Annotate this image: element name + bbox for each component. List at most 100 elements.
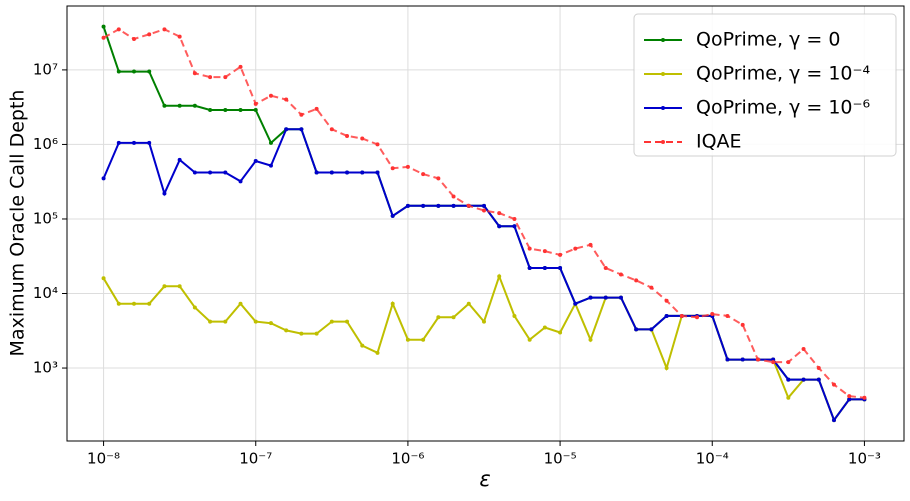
data-point [253, 101, 258, 106]
data-point [603, 295, 608, 300]
y-tick-label: 10³ [33, 359, 58, 377]
data-point [847, 397, 852, 402]
legend-marker [661, 38, 665, 42]
data-point [268, 163, 273, 168]
legend-box [633, 13, 897, 157]
data-point [116, 69, 121, 74]
data-point [345, 133, 350, 138]
data-point [603, 265, 608, 270]
data-point [421, 337, 426, 342]
data-point [132, 301, 137, 306]
data-point [801, 347, 806, 352]
data-point [192, 305, 197, 310]
legend-label: QoPrime, γ = 10⁻⁶ [696, 97, 870, 119]
data-point [740, 322, 745, 327]
data-point [786, 360, 791, 365]
x-axis-label: ε [479, 467, 490, 491]
data-point [147, 69, 152, 74]
data-point [679, 313, 684, 318]
data-point [618, 272, 623, 277]
data-point [466, 301, 471, 306]
data-point [649, 327, 654, 332]
data-point [481, 208, 486, 213]
data-point [147, 301, 152, 306]
data-point [436, 176, 441, 181]
data-point [360, 343, 365, 348]
data-point [223, 170, 228, 175]
x-tick-label: 10⁻⁸ [87, 450, 120, 468]
data-point [497, 274, 502, 279]
series-line [102, 128, 865, 423]
x-tick-label: 10⁻⁵ [544, 450, 577, 468]
data-point [162, 191, 167, 196]
data-point [299, 127, 304, 132]
data-point [664, 366, 669, 371]
x-tick-label: 10⁻⁴ [696, 450, 729, 468]
data-point [588, 337, 593, 342]
data-point [451, 203, 456, 208]
data-point [101, 276, 106, 281]
data-point [177, 103, 182, 108]
data-point [481, 203, 486, 208]
data-point [588, 295, 593, 300]
data-point [299, 331, 304, 336]
data-point [192, 170, 197, 175]
data-point [786, 377, 791, 382]
data-point [542, 265, 547, 270]
data-point [847, 394, 852, 399]
data-point [527, 246, 532, 251]
data-point [177, 34, 182, 39]
data-point [451, 194, 456, 199]
data-point [116, 140, 121, 145]
data-point [558, 330, 563, 335]
data-point [466, 203, 471, 208]
data-point [451, 315, 456, 320]
data-point [238, 64, 243, 69]
data-point [147, 32, 152, 37]
data-point [345, 170, 350, 175]
data-point [132, 140, 137, 145]
data-point [101, 35, 106, 40]
data-point [345, 319, 350, 324]
data-point [132, 36, 137, 41]
data-point [101, 176, 106, 181]
data-point [542, 325, 547, 330]
data-point [238, 107, 243, 112]
data-point [177, 284, 182, 289]
data-point [405, 164, 410, 169]
data-point [816, 377, 821, 382]
data-point [162, 284, 167, 289]
data-point [208, 107, 213, 112]
data-point [634, 327, 639, 332]
data-point [208, 170, 213, 175]
data-point [314, 106, 319, 111]
data-point [725, 357, 730, 362]
x-tick-label: 10⁻⁶ [391, 450, 424, 468]
y-tick-label: 10⁶ [33, 135, 58, 153]
series-line [103, 28, 865, 399]
data-point [421, 172, 426, 177]
data-point [162, 27, 167, 32]
data-point [527, 337, 532, 342]
data-point [527, 265, 532, 270]
data-point [192, 71, 197, 76]
data-point [816, 366, 821, 371]
data-point [208, 319, 213, 324]
data-point [177, 157, 182, 162]
data-point [771, 360, 776, 365]
data-point [101, 24, 106, 29]
data-point [223, 107, 228, 112]
data-point [512, 313, 517, 318]
data-point [223, 75, 228, 80]
data-point [512, 216, 517, 221]
x-tick-label: 10⁻⁷ [239, 450, 272, 468]
data-point [329, 170, 334, 175]
data-point [329, 127, 334, 132]
data-point [634, 278, 639, 283]
data-point [268, 93, 273, 98]
data-point [238, 179, 243, 184]
data-point [238, 301, 243, 306]
data-point [268, 140, 273, 145]
data-point [801, 377, 806, 382]
